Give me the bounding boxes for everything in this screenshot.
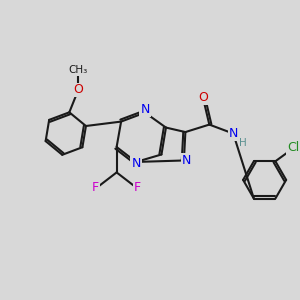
Text: F: F [134, 181, 141, 194]
Text: F: F [92, 181, 99, 194]
Text: O: O [73, 83, 83, 96]
Text: N: N [229, 127, 238, 140]
Text: N: N [131, 157, 141, 170]
Text: N: N [182, 154, 191, 167]
Text: O: O [198, 91, 208, 104]
Text: N: N [140, 103, 150, 116]
Text: CH₃: CH₃ [69, 65, 88, 76]
Text: H: H [239, 137, 247, 148]
Text: Cl: Cl [287, 141, 299, 154]
